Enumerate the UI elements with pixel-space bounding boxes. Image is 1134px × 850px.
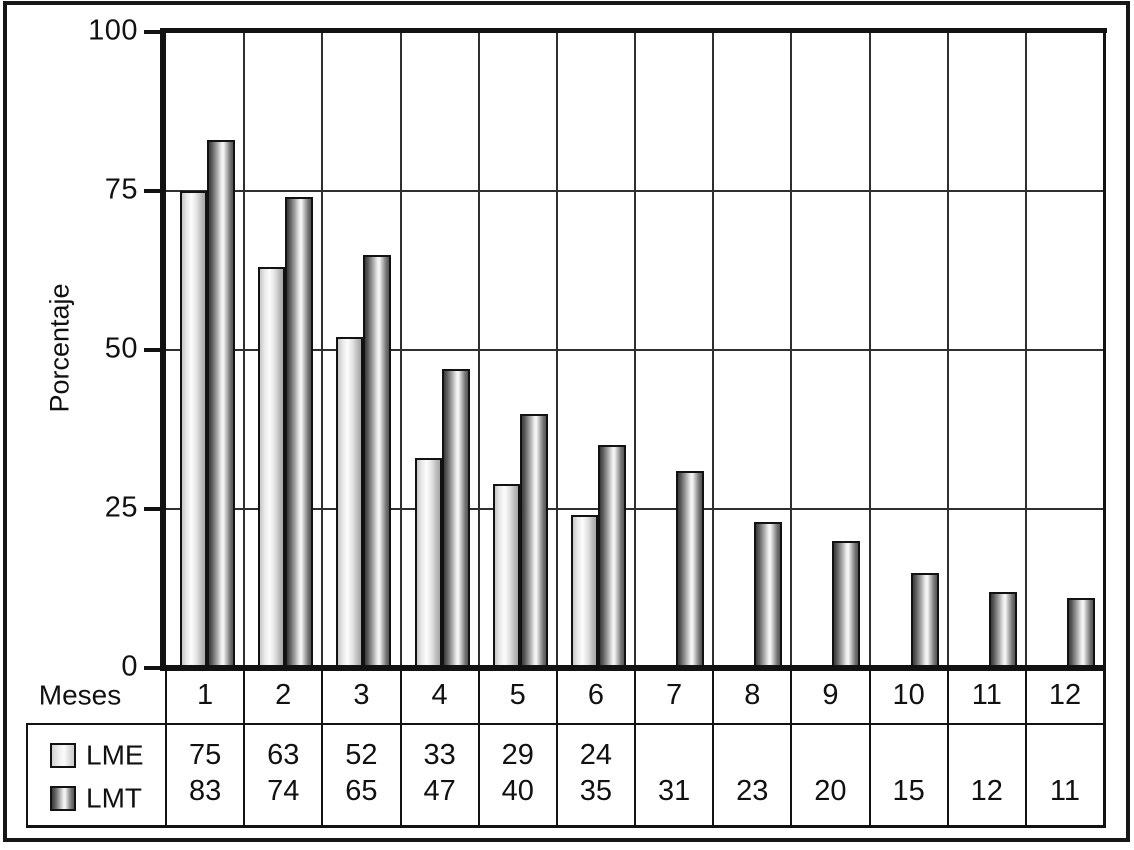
bar-lme-month-3 bbox=[336, 337, 364, 668]
table-bottom-line bbox=[26, 825, 1107, 828]
value-lmt-month-4: 47 bbox=[423, 774, 456, 807]
value-lmt-month-2: 74 bbox=[267, 774, 300, 807]
table-vline-6 bbox=[634, 668, 637, 826]
table-vline-2 bbox=[321, 668, 324, 826]
value-lme-month-3: 52 bbox=[345, 738, 378, 771]
value-lmt-month-10: 15 bbox=[892, 774, 925, 807]
month-header-5: 5 bbox=[509, 678, 526, 711]
value-lmt-month-1: 83 bbox=[188, 774, 222, 807]
bar-lmt-month-12 bbox=[1066, 598, 1095, 668]
legend-left-border bbox=[26, 724, 28, 826]
month-header-7: 7 bbox=[666, 678, 683, 711]
value-lmt-month-8: 23 bbox=[736, 774, 769, 807]
bar-lme-month-5 bbox=[492, 483, 520, 668]
value-lmt-month-11: 12 bbox=[970, 774, 1003, 807]
bar-lmt-month-2 bbox=[285, 197, 314, 668]
value-lme-month-2: 63 bbox=[267, 738, 300, 771]
bar-lmt-month-8 bbox=[754, 521, 783, 668]
plot-top-border bbox=[160, 28, 1108, 33]
table-vline-4 bbox=[477, 668, 480, 826]
value-lmt-month-9: 20 bbox=[814, 774, 847, 807]
table-vline-3 bbox=[399, 668, 402, 826]
y-axis-line bbox=[160, 28, 166, 671]
month-header-11: 11 bbox=[971, 678, 1002, 711]
y-tick-label-25: 25 bbox=[104, 491, 138, 524]
value-lmt-month-3: 65 bbox=[345, 774, 378, 807]
bar-lme-month-1 bbox=[180, 191, 207, 668]
gridline-v-2 bbox=[321, 32, 324, 668]
gridline-v-3 bbox=[399, 32, 402, 668]
table-vline-9 bbox=[868, 668, 871, 826]
table-vline-10 bbox=[946, 668, 949, 826]
y-tick-label-0: 0 bbox=[121, 650, 138, 683]
month-header-3: 3 bbox=[353, 678, 370, 711]
bar-lmt-month-11 bbox=[988, 591, 1017, 668]
y-tick-75 bbox=[144, 189, 160, 193]
x-axis-title: Meses bbox=[38, 679, 122, 711]
month-header-6: 6 bbox=[587, 678, 604, 711]
legend-label-lmt: LMT bbox=[86, 782, 142, 814]
value-lme-month-1: 75 bbox=[188, 738, 222, 771]
table-vline-12 bbox=[1103, 668, 1106, 826]
month-header-1: 1 bbox=[197, 678, 214, 711]
table-vline-1 bbox=[243, 668, 246, 826]
y-tick-label-50: 50 bbox=[104, 332, 138, 365]
y-tick-label-75: 75 bbox=[104, 173, 138, 206]
month-header-12: 12 bbox=[1048, 678, 1082, 711]
table-top-line bbox=[26, 723, 1107, 725]
plot-right-border bbox=[1103, 28, 1107, 826]
value-lme-month-4: 33 bbox=[423, 738, 456, 771]
table-vline-8 bbox=[790, 668, 793, 826]
value-lmt-month-12: 11 bbox=[1049, 774, 1081, 807]
table-vline-11 bbox=[1024, 668, 1027, 826]
gridline-v-11 bbox=[1024, 32, 1027, 668]
month-header-9: 9 bbox=[822, 678, 839, 711]
table-vline-5 bbox=[555, 668, 558, 826]
legend-swatch-lmt bbox=[50, 786, 76, 811]
gridline-v-7 bbox=[712, 32, 715, 668]
month-header-10: 10 bbox=[892, 678, 925, 711]
y-tick-0 bbox=[144, 666, 160, 670]
legend-label-lme: LME bbox=[86, 739, 144, 771]
outer-frame bbox=[3, 1, 1130, 842]
gridline-v-10 bbox=[946, 32, 949, 668]
y-tick-25 bbox=[144, 507, 160, 511]
month-header-8: 8 bbox=[744, 678, 761, 711]
bar-lmt-month-3 bbox=[363, 254, 392, 668]
legend-swatch-lme bbox=[50, 743, 76, 768]
table-vline-0 bbox=[165, 668, 167, 826]
month-header-2: 2 bbox=[275, 678, 292, 711]
bar-lmt-month-1 bbox=[207, 140, 235, 668]
gridline-v-6 bbox=[634, 32, 637, 668]
bar-lmt-month-4 bbox=[441, 369, 470, 668]
value-lmt-month-6: 35 bbox=[579, 774, 613, 807]
bar-lmt-month-9 bbox=[832, 540, 861, 668]
x-axis-zero-line bbox=[160, 665, 1105, 671]
value-lmt-month-5: 40 bbox=[501, 774, 534, 807]
bar-lmt-month-10 bbox=[910, 572, 939, 668]
y-tick-100 bbox=[144, 30, 160, 34]
bar-lmt-month-7 bbox=[676, 470, 705, 668]
gridline-v-4 bbox=[477, 32, 480, 668]
gridline-v-8 bbox=[790, 32, 793, 668]
value-lme-month-6: 24 bbox=[579, 738, 613, 771]
bar-lme-month-4 bbox=[414, 458, 442, 668]
y-tick-50 bbox=[144, 348, 160, 352]
value-lme-month-5: 29 bbox=[501, 738, 534, 771]
month-header-4: 4 bbox=[431, 678, 448, 711]
gridline-v-9 bbox=[868, 32, 871, 668]
table-vline-7 bbox=[712, 668, 715, 826]
bar-lmt-month-6 bbox=[597, 445, 626, 668]
gridline-v-1 bbox=[243, 32, 246, 668]
bar-lme-month-6 bbox=[570, 515, 598, 668]
gridline-v-5 bbox=[555, 32, 558, 668]
bar-lmt-month-5 bbox=[519, 413, 548, 668]
value-lmt-month-7: 31 bbox=[657, 774, 691, 807]
bar-lme-month-2 bbox=[258, 267, 286, 668]
y-tick-label-100: 100 bbox=[88, 14, 138, 47]
